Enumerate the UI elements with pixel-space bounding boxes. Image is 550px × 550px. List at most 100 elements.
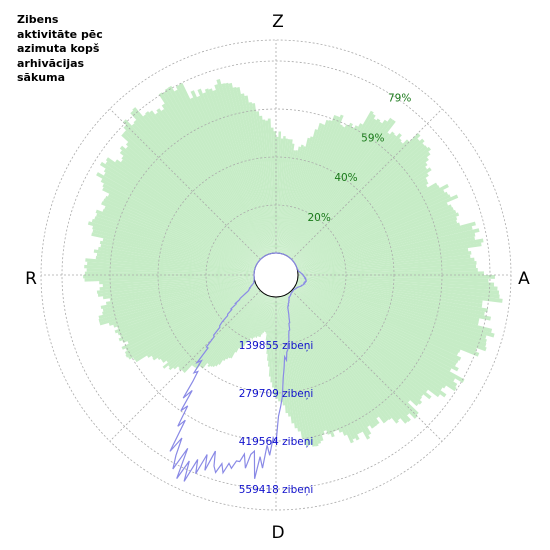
activity-bar xyxy=(295,183,449,266)
activity-bar xyxy=(290,290,410,416)
activity-bar xyxy=(281,296,322,444)
activity-bar xyxy=(133,285,258,361)
activity-bar xyxy=(96,252,255,273)
activity-bar xyxy=(173,289,260,370)
activity-bar xyxy=(95,209,256,268)
activity-bar xyxy=(292,289,422,401)
activity-bar xyxy=(285,294,360,435)
activity-bar xyxy=(221,83,271,254)
activity-bar xyxy=(297,228,480,271)
activity-bar xyxy=(190,97,267,256)
activity-bar xyxy=(276,131,282,254)
activity-bar xyxy=(250,295,269,339)
activity-bar xyxy=(296,283,459,356)
activity-bar xyxy=(130,110,262,259)
activity-bar xyxy=(84,271,255,275)
activity-bar xyxy=(195,291,262,369)
activity-bar xyxy=(284,294,354,444)
activity-bar xyxy=(96,213,256,269)
activity-bar xyxy=(294,287,443,391)
activity-bar xyxy=(100,178,257,265)
activity-bar xyxy=(297,222,461,270)
activity-bar xyxy=(257,296,270,337)
activity-bar xyxy=(267,296,275,367)
activity-bar xyxy=(212,89,270,255)
activity-bar xyxy=(294,177,428,264)
activity-bar xyxy=(284,114,344,255)
activity-bar xyxy=(91,232,255,271)
activity-bar xyxy=(156,108,264,258)
activity-bar xyxy=(288,292,379,419)
activity-bar xyxy=(210,292,264,367)
activity-bar xyxy=(216,78,270,254)
activity-bar xyxy=(96,276,255,294)
activity-bar xyxy=(289,119,396,258)
activity-bar xyxy=(293,157,429,262)
activity-bar xyxy=(265,296,273,334)
activity-bar xyxy=(259,296,271,338)
activity-bar xyxy=(297,257,475,274)
activity-bar xyxy=(291,290,419,416)
activity-bar xyxy=(297,275,495,279)
activity-bar xyxy=(251,295,269,340)
activity-bar xyxy=(296,282,480,357)
activity-bar xyxy=(297,248,469,273)
activity-bar xyxy=(120,159,259,263)
activity-bar xyxy=(294,286,458,388)
activity-bar xyxy=(288,121,383,257)
activity-bar xyxy=(289,131,395,259)
grid-spoke xyxy=(291,290,443,442)
activity-bar xyxy=(289,291,399,424)
activity-bar xyxy=(295,285,465,383)
activity-bar xyxy=(295,185,440,265)
activity-bar xyxy=(295,285,452,372)
activity-bar xyxy=(121,284,257,350)
activity-bar xyxy=(102,279,255,315)
activity-bar xyxy=(275,296,279,399)
activity-bar xyxy=(280,296,319,447)
activity-bar xyxy=(98,246,255,272)
activity-bar xyxy=(283,295,335,438)
activity-bar xyxy=(291,141,403,260)
count-line-layer xyxy=(169,252,307,482)
activity-bar xyxy=(297,264,477,275)
activity-bar xyxy=(283,295,339,431)
activity-bar xyxy=(102,276,255,288)
activity-bar xyxy=(168,289,260,371)
activity-bar xyxy=(297,251,472,273)
activity-bar xyxy=(131,123,262,260)
activity-bar xyxy=(296,212,460,269)
activity-bar xyxy=(104,195,257,267)
activity-bar xyxy=(294,167,432,263)
activity-bar xyxy=(295,189,445,266)
activity-bar xyxy=(297,219,458,269)
activity-bar xyxy=(279,296,301,432)
activity-bar xyxy=(293,166,428,263)
activity-bar xyxy=(278,143,295,254)
activity-bar xyxy=(157,287,259,360)
activity-bar xyxy=(297,279,479,326)
activity-bar xyxy=(168,289,260,368)
activity-bar xyxy=(280,144,304,254)
activity-bar xyxy=(283,119,333,255)
activity-bar xyxy=(267,118,276,254)
activity-bar xyxy=(97,277,255,297)
activity-bar xyxy=(286,123,363,256)
activity-bar xyxy=(196,95,268,255)
activity-bar xyxy=(295,284,457,367)
activity-bar xyxy=(98,280,255,323)
activity-bar xyxy=(102,277,255,300)
activity-bar xyxy=(297,238,484,272)
activity-bar xyxy=(92,229,255,271)
activity-bar xyxy=(270,296,276,383)
activity-bar xyxy=(245,295,268,344)
activity-bar xyxy=(207,292,263,365)
activity-bar xyxy=(279,150,299,254)
activity-bar xyxy=(105,157,258,263)
activity-bar xyxy=(121,155,259,262)
activity-bar xyxy=(124,284,257,355)
activity-bar xyxy=(296,209,457,268)
activity-bar xyxy=(292,143,425,261)
activity-bar xyxy=(297,277,483,305)
activity-bar xyxy=(280,296,312,445)
